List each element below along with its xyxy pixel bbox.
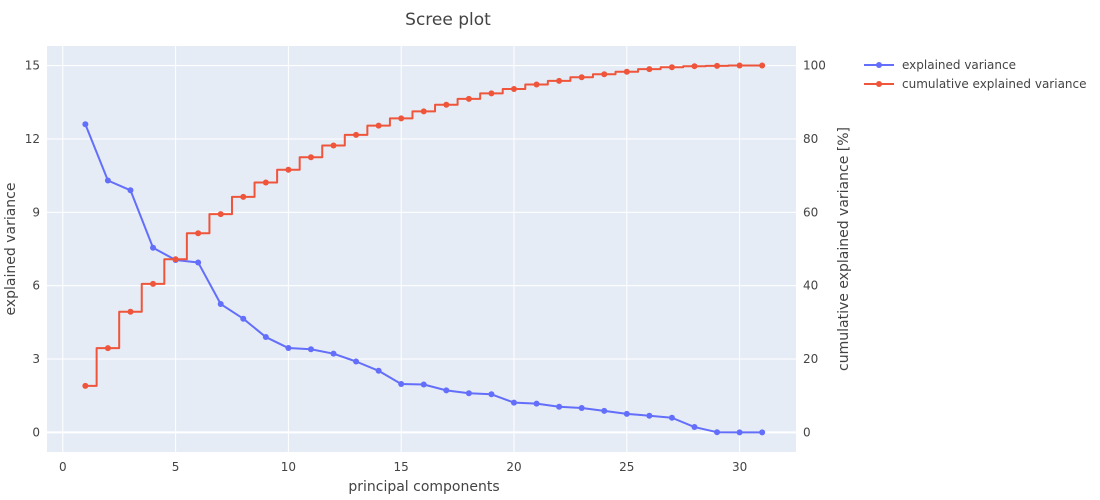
- x-tick-label: 15: [394, 460, 409, 474]
- legend-swatch-marker: [876, 81, 882, 87]
- y-tick-label: 15: [25, 59, 40, 73]
- explained-variance-point: [623, 410, 630, 417]
- explained-variance-point: [285, 345, 292, 352]
- cumulative-variance-point: [375, 122, 382, 129]
- explained-variance-point: [375, 367, 382, 374]
- explained-variance-point: [556, 403, 563, 410]
- explained-variance-point: [646, 412, 653, 419]
- cumulative-variance-point: [601, 71, 608, 78]
- explained-variance-point: [601, 407, 608, 414]
- cumulative-variance-point: [150, 280, 157, 287]
- cumulative-variance-point: [195, 230, 202, 237]
- x-tick-label: 30: [732, 460, 747, 474]
- cumulative-variance-point: [533, 81, 540, 88]
- cumulative-variance-point: [623, 68, 630, 75]
- cumulative-variance-point: [714, 62, 721, 69]
- explained-variance-point: [353, 358, 360, 365]
- cumulative-variance-point: [488, 90, 495, 97]
- cumulative-variance-point: [646, 66, 653, 73]
- cumulative-variance-point: [759, 62, 766, 69]
- explained-variance-point: [217, 301, 224, 308]
- y2-tick-label: 60: [803, 205, 818, 219]
- cumulative-variance-point: [127, 308, 134, 315]
- cumulative-variance-point: [736, 62, 743, 69]
- legend-label: cumulative explained variance: [902, 77, 1087, 91]
- explained-variance-point: [307, 346, 314, 353]
- cumulative-variance-point: [330, 142, 337, 149]
- x-tick-label: 5: [172, 460, 180, 474]
- tick-labels: 0 5 10 15 20 25 30 0 3 6 9 12 15 0 20 40 60 80 100: [25, 58, 826, 474]
- x-axis-title: principal components: [348, 479, 499, 495]
- cumulative-variance-point: [262, 179, 269, 186]
- cumulative-variance-point: [420, 108, 427, 115]
- y-tick-label: 0: [32, 425, 40, 439]
- explained-variance-point: [104, 177, 111, 184]
- cumulative-variance-point: [510, 85, 517, 92]
- cumulative-variance-point: [556, 77, 563, 84]
- explained-variance-point: [127, 187, 134, 194]
- y-axis-title: explained variance: [3, 183, 19, 316]
- cumulative-variance-point: [691, 63, 698, 70]
- y2-axis-title: cumulative explained variance [%]: [836, 127, 852, 371]
- legend-item-explained-variance[interactable]: explained variance: [864, 58, 1016, 72]
- x-tick-label: 10: [281, 460, 296, 474]
- explained-variance-point: [533, 400, 540, 407]
- cumulative-variance-point: [104, 345, 111, 352]
- legend-label: explained variance: [902, 58, 1016, 72]
- explained-variance-point: [465, 390, 472, 397]
- y2-tick-label: 40: [803, 279, 818, 293]
- explained-variance-point: [398, 381, 405, 388]
- explained-variance-point: [195, 259, 202, 266]
- cumulative-variance-point: [285, 166, 292, 173]
- x-tick-label: 0: [59, 460, 67, 474]
- y2-tick-label: 0: [803, 426, 811, 440]
- y2-tick-label: 80: [803, 132, 818, 146]
- y-tick-label: 9: [32, 205, 40, 219]
- plot-background: [47, 46, 796, 452]
- x-tick-label: 25: [619, 460, 634, 474]
- chart-title: Scree plot: [405, 10, 491, 30]
- explained-variance-point: [736, 429, 743, 436]
- explained-variance-point: [488, 391, 495, 398]
- x-tick-label: 20: [506, 460, 521, 474]
- cumulative-variance-point: [465, 95, 472, 102]
- y2-tick-label: 100: [803, 58, 826, 72]
- cumulative-variance-point: [307, 154, 314, 161]
- explained-variance-point: [82, 121, 89, 128]
- y-tick-label: 3: [32, 352, 40, 366]
- explained-variance-point: [668, 414, 675, 421]
- cumulative-variance-point: [398, 115, 405, 122]
- cumulative-variance-point: [240, 193, 247, 200]
- legend-item-cumulative-variance[interactable]: cumulative explained variance: [864, 77, 1087, 91]
- legend-swatch-marker: [876, 62, 882, 68]
- y-tick-label: 6: [32, 279, 40, 293]
- cumulative-variance-point: [578, 74, 585, 81]
- explained-variance-point: [510, 399, 517, 406]
- y2-tick-label: 20: [803, 352, 818, 366]
- cumulative-variance-point: [82, 382, 89, 389]
- explained-variance-point: [150, 244, 157, 251]
- explained-variance-point: [443, 387, 450, 394]
- explained-variance-point: [240, 315, 247, 322]
- cumulative-variance-point: [353, 131, 360, 138]
- y-tick-label: 12: [25, 132, 40, 146]
- cumulative-variance-point: [443, 101, 450, 108]
- explained-variance-point: [330, 350, 337, 357]
- explained-variance-point: [262, 334, 269, 341]
- explained-variance-point: [759, 429, 766, 436]
- explained-variance-point: [691, 424, 698, 431]
- explained-variance-point: [420, 381, 427, 388]
- legend[interactable]: explained variance cumulative explained v…: [864, 58, 1087, 91]
- series-layer: [82, 62, 766, 436]
- explained-variance-point: [714, 429, 721, 436]
- cumulative-variance-point: [668, 64, 675, 71]
- explained-variance-point: [578, 404, 585, 411]
- cumulative-variance-point: [217, 211, 224, 218]
- cumulative-variance-point: [172, 256, 179, 263]
